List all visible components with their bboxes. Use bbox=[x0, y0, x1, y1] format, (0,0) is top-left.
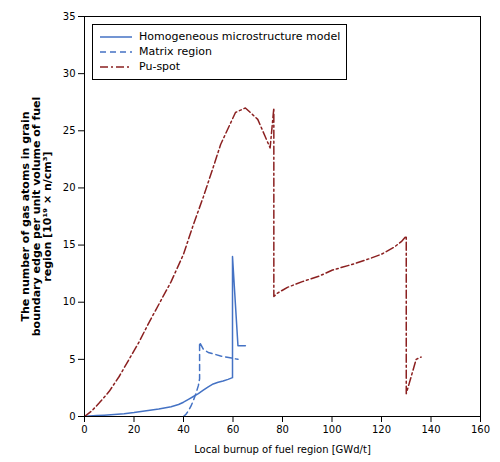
svg-text:100: 100 bbox=[322, 424, 341, 435]
svg-text:140: 140 bbox=[421, 424, 440, 435]
svg-text:Local burnup of fuel region [G: Local burnup of fuel region [GWd/t] bbox=[194, 444, 371, 455]
svg-text:15: 15 bbox=[63, 239, 76, 250]
svg-text:20: 20 bbox=[128, 424, 141, 435]
svg-text:60: 60 bbox=[227, 424, 240, 435]
svg-text:5: 5 bbox=[69, 354, 75, 365]
svg-text:0: 0 bbox=[81, 424, 87, 435]
svg-text:160: 160 bbox=[471, 424, 490, 435]
svg-text:30: 30 bbox=[63, 68, 76, 79]
svg-text:10: 10 bbox=[63, 296, 76, 307]
svg-text:35: 35 bbox=[63, 11, 76, 22]
svg-text:0: 0 bbox=[69, 411, 75, 422]
svg-text:40: 40 bbox=[177, 424, 190, 435]
html-text:Pu-spot: Pu-spot bbox=[139, 60, 181, 73]
svg-text:120: 120 bbox=[372, 424, 391, 435]
html-text:Matrix region: Matrix region bbox=[139, 45, 212, 58]
svg-text:80: 80 bbox=[276, 424, 289, 435]
html-text:Homogeneous microstructure mod: Homogeneous microstructure model bbox=[139, 30, 341, 43]
svg-text:20: 20 bbox=[63, 182, 76, 193]
svg-text:The number of gas atoms in gra: The number of gas atoms in grainboundary… bbox=[19, 97, 54, 337]
svg-text:25: 25 bbox=[63, 125, 76, 136]
